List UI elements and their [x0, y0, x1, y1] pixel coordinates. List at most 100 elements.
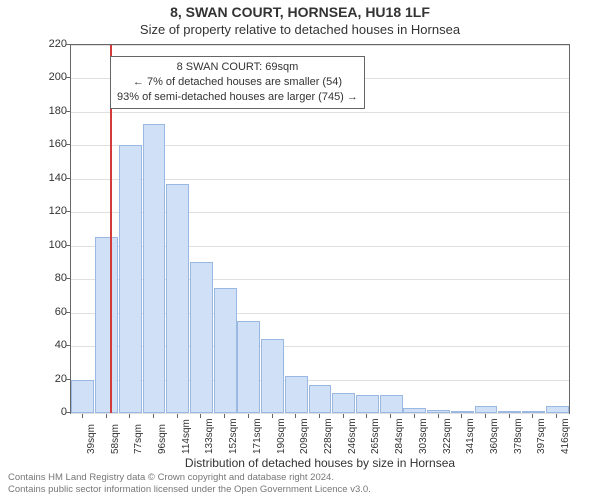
x-tick-label: 39sqm: [86, 424, 97, 454]
x-tick-label: 378sqm: [513, 418, 524, 454]
x-tick-mark: [200, 414, 201, 418]
x-tick-mark: [106, 414, 107, 418]
gridline: [71, 413, 569, 414]
attribution-line: Contains HM Land Registry data © Crown c…: [8, 472, 371, 484]
y-tick-mark: [66, 379, 70, 380]
chart-title: 8, SWAN COURT, HORNSEA, HU18 1LF: [0, 4, 600, 20]
histogram-bar: [237, 321, 260, 413]
histogram-bar: [427, 410, 450, 413]
histogram-bar: [356, 395, 379, 413]
x-tick-mark: [129, 414, 130, 418]
x-tick-label: 152sqm: [228, 418, 239, 454]
gridline: [71, 112, 569, 113]
attribution-line: Contains public sector information licen…: [8, 484, 371, 496]
x-tick-label: 77sqm: [133, 424, 144, 454]
annotation-line: ← 7% of detached houses are smaller (54): [117, 75, 358, 90]
x-tick-mark: [485, 414, 486, 418]
x-tick-label: 265sqm: [370, 418, 381, 454]
x-tick-label: 133sqm: [204, 418, 215, 454]
x-tick-mark: [224, 414, 225, 418]
y-tick-mark: [66, 144, 70, 145]
x-tick-label: 209sqm: [299, 418, 310, 454]
y-tick-label: 100: [27, 239, 67, 251]
x-tick-label: 96sqm: [157, 424, 168, 454]
histogram-bar: [119, 145, 142, 413]
x-tick-mark: [248, 414, 249, 418]
histogram-bar: [166, 184, 189, 413]
y-tick-label: 140: [27, 172, 67, 184]
histogram-bar: [143, 124, 166, 413]
histogram-bar: [190, 262, 213, 413]
x-tick-mark: [556, 414, 557, 418]
histogram-bar: [214, 288, 237, 413]
x-tick-label: 58sqm: [110, 424, 121, 454]
x-tick-label: 341sqm: [465, 418, 476, 454]
x-tick-label: 114sqm: [181, 419, 192, 454]
x-tick-mark: [414, 414, 415, 418]
histogram-bar: [475, 406, 498, 413]
gridline: [71, 45, 569, 46]
y-tick-mark: [66, 245, 70, 246]
histogram-bar: [261, 339, 284, 413]
y-tick-mark: [66, 44, 70, 45]
x-tick-label: 284sqm: [394, 418, 405, 454]
x-tick-mark: [532, 414, 533, 418]
y-tick-mark: [66, 178, 70, 179]
x-tick-mark: [319, 414, 320, 418]
y-tick-label: 40: [27, 339, 67, 351]
histogram-bar: [522, 411, 545, 413]
histogram-bar: [451, 411, 474, 413]
y-tick-label: 160: [27, 138, 67, 150]
x-tick-mark: [366, 414, 367, 418]
histogram-bar: [71, 380, 94, 413]
y-tick-label: 80: [27, 272, 67, 284]
x-axis-label: Distribution of detached houses by size …: [70, 456, 570, 470]
x-tick-mark: [438, 414, 439, 418]
annotation-box: 8 SWAN COURT: 69sqm ← 7% of detached hou…: [110, 56, 365, 109]
x-tick-label: 416sqm: [560, 418, 571, 454]
x-tick-label: 397sqm: [536, 418, 547, 454]
y-tick-label: 180: [27, 105, 67, 117]
y-tick-mark: [66, 111, 70, 112]
y-tick-mark: [66, 412, 70, 413]
x-tick-label: 171sqm: [252, 418, 263, 454]
x-tick-mark: [295, 414, 296, 418]
attribution-text: Contains HM Land Registry data © Crown c…: [8, 472, 371, 496]
y-tick-mark: [66, 312, 70, 313]
x-tick-mark: [153, 414, 154, 418]
annotation-line: 93% of semi-detached houses are larger (…: [117, 90, 358, 105]
x-tick-mark: [343, 414, 344, 418]
histogram-bar: [285, 376, 308, 413]
x-tick-label: 228sqm: [323, 418, 334, 454]
x-tick-label: 246sqm: [347, 418, 358, 454]
y-tick-mark: [66, 278, 70, 279]
y-tick-label: 220: [27, 38, 67, 50]
y-tick-label: 20: [27, 373, 67, 385]
y-tick-mark: [66, 211, 70, 212]
y-tick-label: 120: [27, 205, 67, 217]
y-tick-mark: [66, 77, 70, 78]
histogram-bar: [309, 385, 332, 413]
histogram-bar: [95, 237, 118, 413]
y-tick-label: 60: [27, 306, 67, 318]
x-tick-mark: [82, 414, 83, 418]
x-tick-mark: [461, 414, 462, 418]
x-tick-mark: [390, 414, 391, 418]
x-tick-label: 303sqm: [418, 418, 429, 454]
y-tick-label: 200: [27, 71, 67, 83]
histogram-bar: [332, 393, 355, 413]
x-tick-label: 360sqm: [489, 418, 500, 454]
histogram-bar: [546, 406, 569, 413]
x-tick-mark: [272, 414, 273, 418]
x-tick-mark: [509, 414, 510, 418]
chart-subtitle: Size of property relative to detached ho…: [0, 22, 600, 37]
x-tick-label: 322sqm: [442, 418, 453, 454]
histogram-bar: [380, 395, 403, 413]
x-tick-mark: [177, 414, 178, 418]
x-tick-label: 190sqm: [276, 418, 287, 454]
chart-figure: 8, SWAN COURT, HORNSEA, HU18 1LF Size of…: [0, 0, 600, 500]
histogram-bar: [498, 411, 521, 413]
histogram-bar: [403, 408, 426, 413]
y-tick-mark: [66, 345, 70, 346]
annotation-line: 8 SWAN COURT: 69sqm: [117, 60, 358, 75]
